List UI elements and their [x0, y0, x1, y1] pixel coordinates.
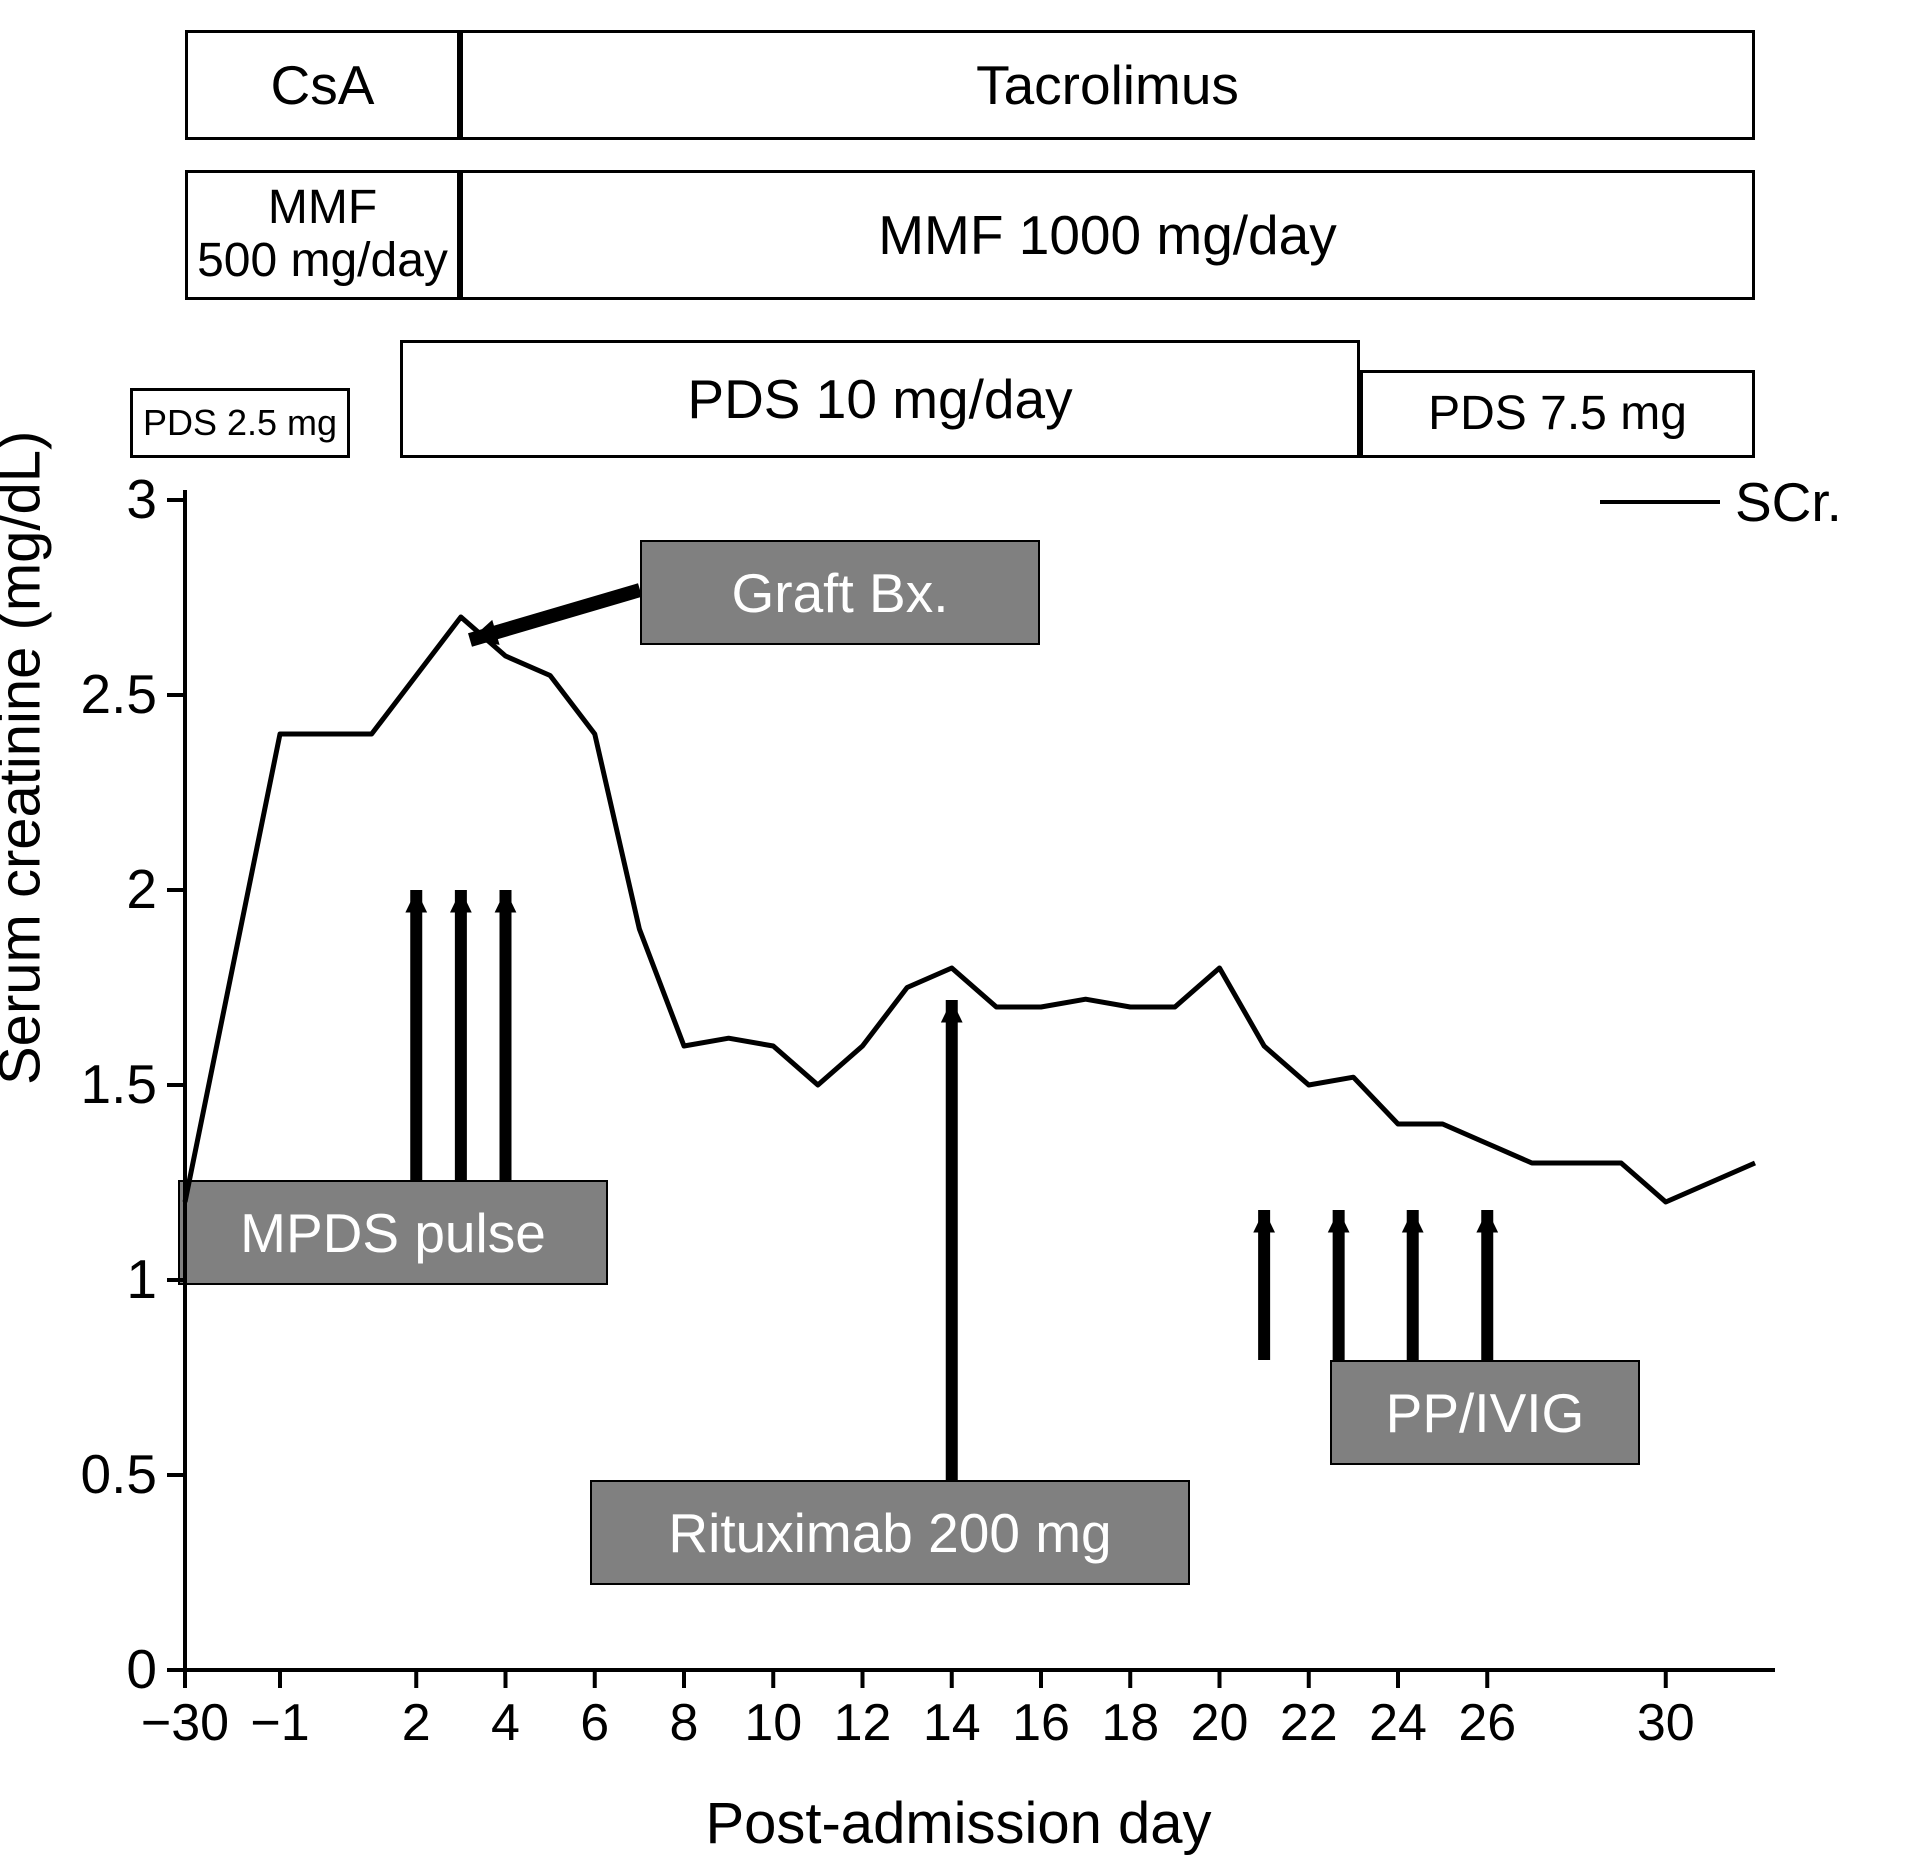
svg-text:2: 2 [402, 1694, 431, 1752]
svg-text:20: 20 [1191, 1694, 1249, 1752]
svg-text:30: 30 [1637, 1694, 1695, 1752]
svg-text:4: 4 [491, 1694, 520, 1752]
svg-text:−1: −1 [250, 1694, 309, 1752]
svg-text:22: 22 [1280, 1694, 1338, 1752]
svg-text:0.5: 0.5 [81, 1443, 157, 1505]
chart-svg: 00.511.522.53−30−12468101214161820222426… [0, 0, 1917, 1874]
svg-text:0: 0 [126, 1638, 157, 1700]
svg-text:6: 6 [580, 1694, 609, 1752]
svg-text:26: 26 [1458, 1694, 1516, 1752]
svg-text:2: 2 [126, 858, 157, 920]
svg-text:14: 14 [923, 1694, 981, 1752]
svg-text:2.5: 2.5 [81, 663, 157, 725]
svg-text:12: 12 [834, 1694, 892, 1752]
svg-text:1.5: 1.5 [81, 1053, 157, 1115]
svg-text:8: 8 [670, 1694, 699, 1752]
svg-text:18: 18 [1101, 1694, 1159, 1752]
svg-text:16: 16 [1012, 1694, 1070, 1752]
svg-text:24: 24 [1369, 1694, 1427, 1752]
svg-text:10: 10 [744, 1694, 802, 1752]
svg-text:3: 3 [126, 468, 157, 530]
svg-text:1: 1 [126, 1248, 157, 1310]
svg-text:−30: −30 [141, 1694, 229, 1752]
clinical-course-figure: CsA Tacrolimus MMF 500 mg/day MMF 1000 m… [0, 0, 1917, 1874]
